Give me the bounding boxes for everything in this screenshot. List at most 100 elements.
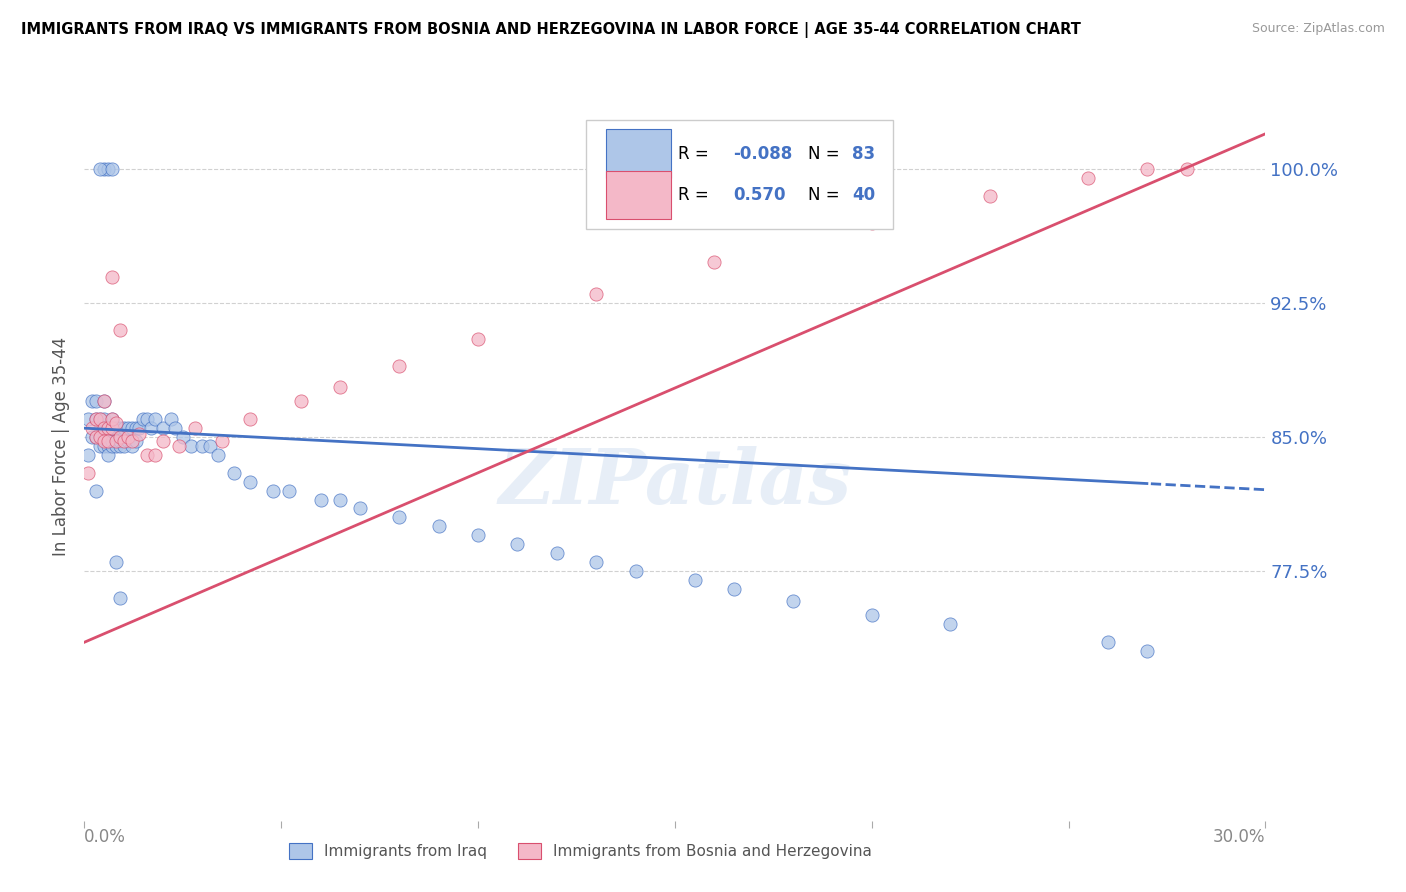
Point [121, 439, 143, 453]
Point [108, 421, 131, 435]
Point [211, 434, 233, 448]
Point [183, 421, 205, 435]
Point [624, 564, 647, 578]
Point [200, 439, 222, 453]
Point [104, 434, 127, 448]
Point [89, 412, 111, 426]
Point [77, 412, 100, 426]
Point [112, 434, 135, 448]
Point [93, 434, 115, 448]
Point [128, 421, 150, 435]
Point [89, 162, 111, 177]
Point [546, 546, 568, 560]
Point [93, 439, 115, 453]
Legend: Immigrants from Iraq, Immigrants from Bosnia and Herzegovina: Immigrants from Iraq, Immigrants from Bo… [283, 838, 877, 865]
Point [108, 323, 131, 337]
Point [167, 439, 190, 453]
Point [152, 421, 174, 435]
Point [112, 439, 135, 453]
Point [89, 430, 111, 444]
Point [101, 162, 124, 177]
Point [1136, 644, 1159, 658]
Point [117, 421, 139, 435]
Point [388, 359, 411, 373]
Y-axis label: In Labor Force | Age 35-44: In Labor Force | Age 35-44 [52, 336, 70, 556]
Point [1136, 162, 1159, 177]
Point [84, 483, 107, 498]
Point [93, 394, 115, 409]
Point [101, 421, 124, 435]
Point [143, 448, 166, 462]
Point [349, 501, 371, 516]
Point [82, 421, 104, 435]
Point [860, 608, 883, 623]
Point [97, 421, 120, 435]
Point [979, 189, 1001, 203]
Point [1077, 171, 1099, 186]
Point [93, 430, 115, 444]
Point [121, 421, 143, 435]
Point [108, 591, 131, 605]
Point [93, 421, 115, 435]
Point [191, 439, 214, 453]
Point [84, 412, 107, 426]
Point [89, 439, 111, 453]
Point [703, 255, 725, 269]
Point [101, 430, 124, 444]
Text: 83: 83 [852, 145, 875, 162]
Point [97, 162, 120, 177]
Point [82, 394, 104, 409]
Point [101, 269, 124, 284]
Point [97, 430, 120, 444]
Point [132, 412, 155, 426]
Point [101, 434, 124, 448]
Point [108, 430, 131, 444]
Text: N =: N = [808, 145, 845, 162]
Point [97, 439, 120, 453]
Point [1175, 162, 1198, 177]
Point [939, 617, 962, 632]
FancyBboxPatch shape [586, 120, 893, 228]
Text: 0.0%: 0.0% [84, 828, 127, 846]
Point [309, 492, 332, 507]
Text: N =: N = [808, 186, 845, 204]
Point [467, 332, 489, 346]
Point [163, 421, 186, 435]
Point [101, 421, 124, 435]
Point [128, 426, 150, 441]
Text: IMMIGRANTS FROM IRAQ VS IMMIGRANTS FROM BOSNIA AND HERZEGOVINA IN LABOR FORCE | : IMMIGRANTS FROM IRAQ VS IMMIGRANTS FROM … [21, 22, 1081, 38]
Point [143, 412, 166, 426]
Point [121, 434, 143, 448]
Point [207, 448, 229, 462]
Point [84, 412, 107, 426]
Point [585, 287, 607, 301]
Point [89, 430, 111, 444]
Point [93, 421, 115, 435]
Point [101, 412, 124, 426]
Point [97, 434, 120, 448]
Point [108, 434, 131, 448]
Point [77, 448, 100, 462]
Point [427, 519, 450, 533]
Point [136, 412, 159, 426]
Point [101, 439, 124, 453]
Point [222, 466, 245, 480]
Point [239, 475, 262, 489]
Point [112, 421, 135, 435]
Point [104, 555, 127, 569]
Point [239, 412, 262, 426]
Point [124, 421, 146, 435]
Point [93, 421, 115, 435]
Point [117, 430, 139, 444]
Point [329, 380, 352, 394]
Text: 40: 40 [852, 186, 875, 204]
Point [782, 594, 804, 608]
Point [112, 430, 135, 444]
Point [97, 421, 120, 435]
Text: -0.088: -0.088 [733, 145, 792, 162]
Text: 0.570: 0.570 [733, 186, 785, 204]
Point [388, 510, 411, 524]
Point [141, 421, 163, 435]
Point [104, 439, 127, 453]
Point [89, 421, 111, 435]
